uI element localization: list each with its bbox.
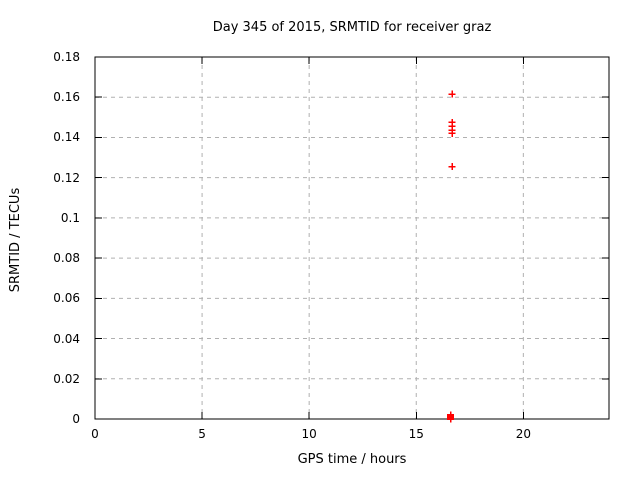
y-tick-label: 0.04	[53, 331, 80, 346]
y-tick-label: 0.18	[53, 50, 80, 64]
x-tick-label: 20	[515, 427, 531, 441]
x-tick-label: 5	[198, 427, 206, 441]
y-tick-label: 0.14	[53, 130, 80, 145]
y-tick-label: 0.02	[53, 371, 80, 386]
y-tick-label: 0.12	[53, 170, 80, 185]
x-tick-label: 0	[91, 427, 99, 441]
chart-title: Day 345 of 2015, SRMTID for receiver gra…	[212, 20, 492, 35]
y-tick-label: 0.16	[53, 90, 80, 105]
y-tick-label: 0.08	[53, 251, 80, 266]
plot-border	[94, 56, 610, 420]
x-axis-title: GPS time / hours	[297, 452, 407, 467]
y-tick-label: 0.06	[53, 291, 80, 306]
y-tick-label: 0	[72, 412, 80, 426]
x-tick-label: 15	[408, 427, 424, 441]
x-tick-label: 10	[301, 427, 317, 441]
y-tick-label: 0.1	[60, 210, 80, 225]
